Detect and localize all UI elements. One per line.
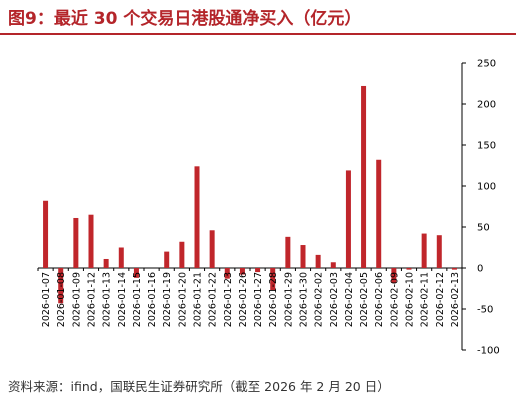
x-tick-label: 2026-02-03 (329, 272, 340, 327)
bar-2026-02-11 (421, 233, 427, 268)
x-tick-label: 2026-01-09 (71, 272, 82, 327)
bars-group (37, 85, 462, 304)
bar-chart: 2026-01-07 2026-01-08 2026-01-09 2026-01-12… (37, 59, 500, 357)
x-tick-label: 2026-01-20 (177, 272, 188, 327)
bar-2026-02-10 (406, 268, 412, 270)
y-tick-label: -50 (477, 305, 493, 316)
bar-2026-02-03 (330, 262, 336, 268)
title-underline (0, 33, 516, 35)
chart-title: 图9：最近 30 个交易日港股通净买入（亿元） (8, 9, 362, 29)
x-tick-label: 2026-02-12 (435, 272, 446, 327)
x-tick-label: 2026-01-21 (193, 272, 204, 327)
bar-2026-01-27 (255, 268, 261, 273)
bar-2026-01-08 (58, 268, 64, 304)
source-note: 资料来源：ifind，国联民生证券研究所（截至 2026 年 2 月 20 日） (8, 379, 390, 394)
bar-2026-01-23 (224, 268, 230, 279)
x-tick-label: 2026-01-13 (102, 272, 113, 327)
y-axis: -100 -50 0 50 100 150 200 250 (461, 59, 500, 357)
x-tick-labels: 2026-01-07 2026-01-08 2026-01-09 2026-01-12… (41, 272, 461, 327)
bar-2026-02-06 (376, 159, 382, 268)
y-tick-label: -100 (477, 346, 500, 357)
x-tick-label: 2026-01-30 (299, 272, 310, 327)
bar-2026-02-02 (315, 254, 321, 268)
bar-2026-01-15 (133, 268, 139, 278)
x-tick-label: 2026-01-23 (223, 272, 234, 327)
x-tick-label: 2026-02-06 (374, 272, 385, 327)
bar-2026-01-26 (239, 268, 245, 275)
y-tick-label: 200 (477, 100, 496, 111)
bar-2026-02-09 (391, 268, 397, 283)
y-tick-label: 250 (477, 59, 496, 70)
bar-2026-01-07 (43, 200, 49, 268)
bar-2026-01-14 (118, 247, 124, 268)
x-tick-label: 2026-02-10 (405, 272, 416, 327)
bar-2026-01-30 (300, 245, 306, 268)
bar-2026-01-12 (88, 214, 94, 268)
x-tick-label: 2026-02-05 (359, 272, 370, 327)
x-tick-label: 2026-02-09 (389, 272, 400, 327)
bar-2026-02-04 (345, 170, 351, 268)
bar-2026-02-13 (451, 268, 457, 270)
x-tick-label: 2026-01-12 (87, 272, 98, 327)
bar-2026-01-28 (270, 268, 276, 291)
bar-2026-01-09 (73, 217, 79, 268)
bar-2026-01-29 (285, 236, 291, 268)
x-tick-label: 2026-01-27 (253, 272, 264, 327)
x-tick-label: 2026-01-14 (117, 272, 128, 327)
bar-2026-01-19 (164, 251, 170, 268)
y-tick-label: 150 (477, 141, 496, 152)
x-tick-label: 2026-02-11 (420, 272, 431, 327)
x-tick-label: 2026-01-28 (268, 272, 279, 327)
x-tick-label: 2026-02-02 (314, 272, 325, 327)
y-tick-label: 50 (477, 223, 490, 234)
bar-2026-02-12 (436, 235, 442, 268)
x-tick-label: 2026-01-26 (238, 272, 249, 327)
x-tick-label: 2026-02-04 (344, 272, 355, 327)
bar-2026-01-20 (179, 241, 185, 268)
y-tick-label: 0 (477, 264, 483, 275)
bar-2026-01-13 (103, 258, 109, 268)
x-tick-label: 2026-01-19 (162, 272, 173, 327)
bar-2026-02-05 (361, 85, 367, 269)
x-tick-label: 2026-01-29 (283, 272, 294, 327)
x-tick-label: 2026-01-08 (56, 272, 67, 327)
x-tick-label: 2026-01-22 (208, 272, 219, 327)
bar-2026-01-22 (209, 230, 215, 268)
bar-2026-01-21 (194, 166, 200, 268)
x-tick-label: 2026-01-07 (41, 272, 52, 327)
x-tick-label: 2026-02-13 (450, 272, 461, 327)
x-tick-label: 2026-01-16 (147, 272, 158, 327)
x-tick-label: 2026-01-15 (132, 272, 143, 327)
y-tick-label: 100 (477, 182, 496, 193)
